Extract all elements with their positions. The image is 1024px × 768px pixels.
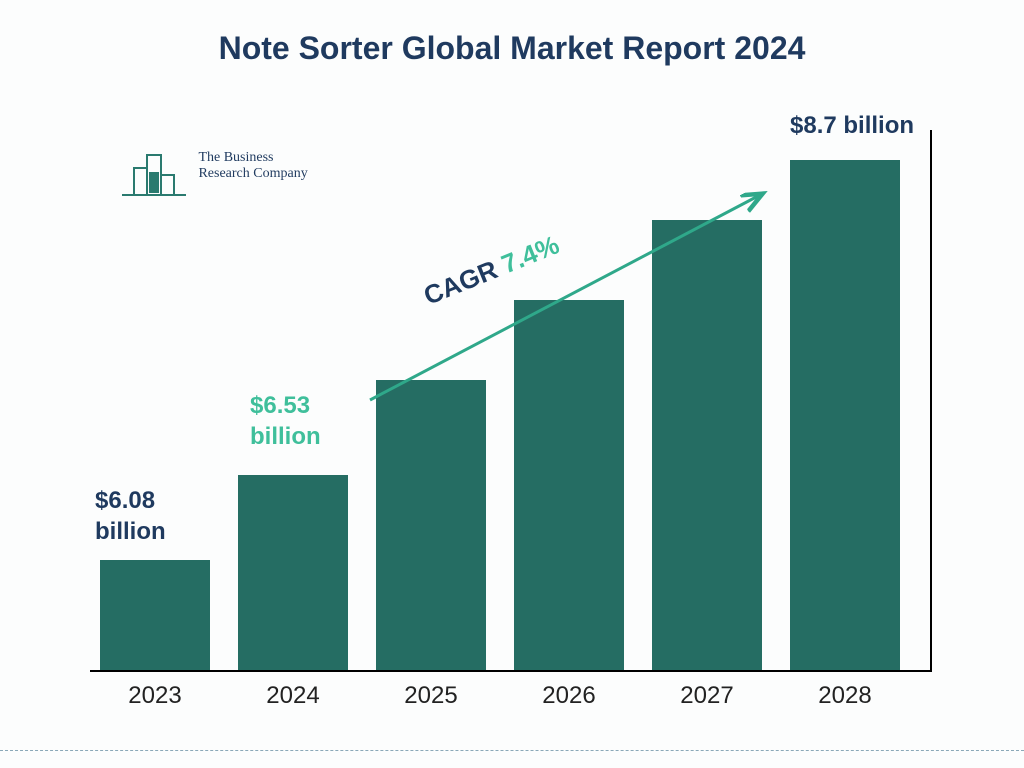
cagr-arrow [0,0,1024,768]
chart-container: { "title": { "text": "Note Sorter Global… [0,0,1024,768]
bottom-dashed-line [0,750,1024,751]
